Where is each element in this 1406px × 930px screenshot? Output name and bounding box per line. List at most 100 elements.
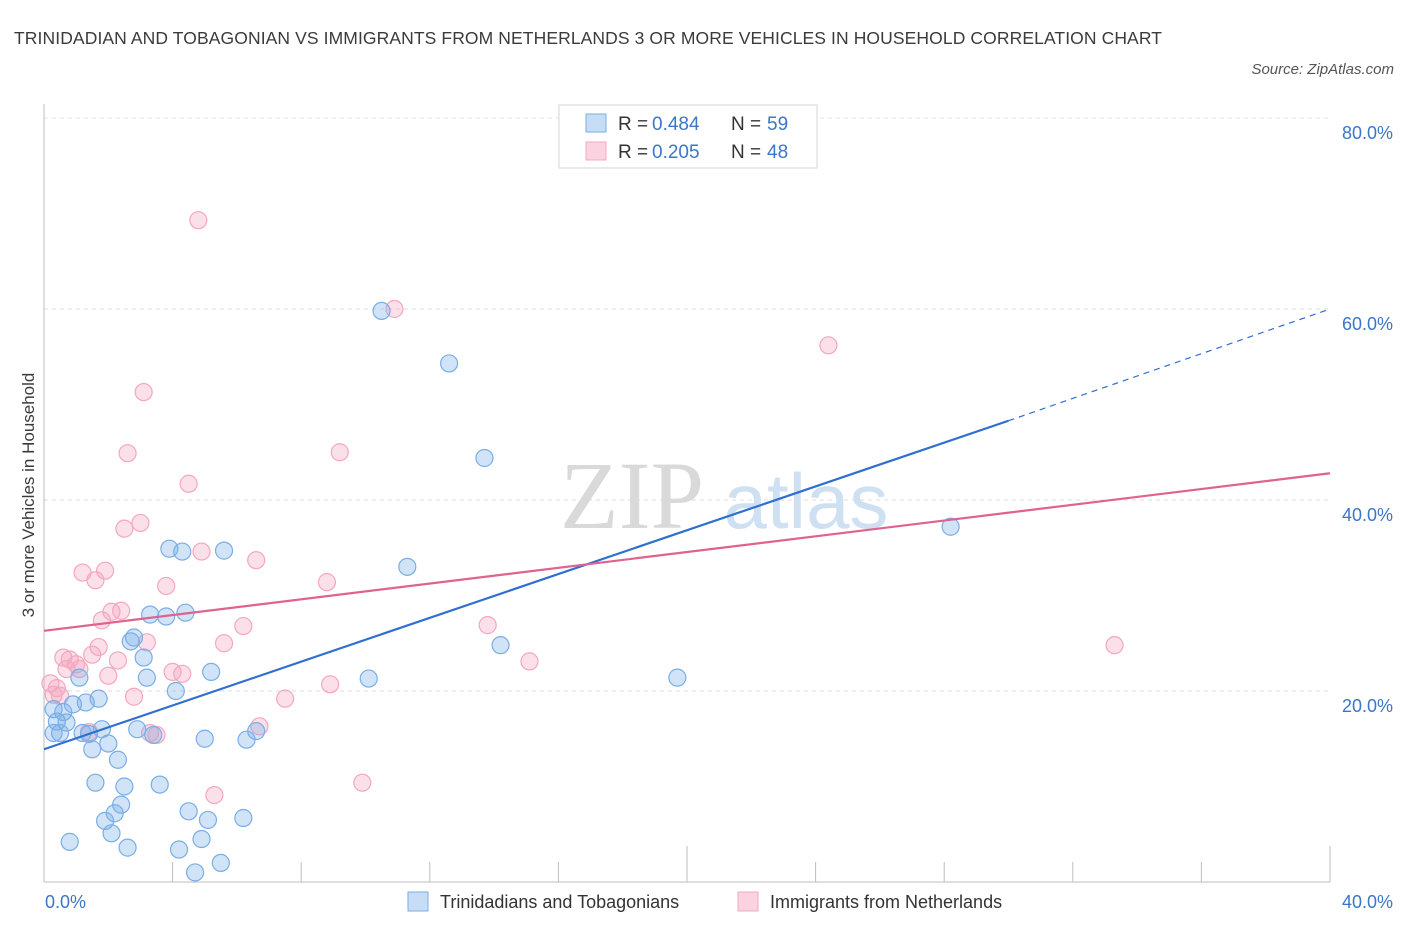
netherlands-point <box>112 601 131 620</box>
y-tick-label: 40.0% <box>1342 505 1393 525</box>
y-tick-label: 20.0% <box>1342 696 1393 716</box>
trinidadian-point <box>491 636 510 655</box>
trinidadian-point <box>112 795 131 814</box>
netherlands-point <box>189 211 208 230</box>
netherlands-point <box>214 634 234 653</box>
bottom-legend-swatch-pink <box>737 891 759 912</box>
y-tick-label: 60.0% <box>1342 314 1393 334</box>
trend-line-netherlands <box>43 472 1331 632</box>
trinidadian-point <box>439 354 459 373</box>
netherlands-point <box>89 637 108 657</box>
bottom-legend-label-pink: Immigrants from Netherlands <box>770 892 1002 912</box>
bottom-legend: Trinidadians and Tobagonians Immigrants … <box>407 891 1002 912</box>
y-tick-label: 80.0% <box>1342 123 1393 143</box>
trinidadian-point <box>359 669 378 688</box>
watermark-zip: ZIP <box>560 442 704 549</box>
legend-n-value-pink: 48 <box>767 142 788 163</box>
trinidadian-point <box>234 808 253 828</box>
top-legend: R = 0.484 N = 59 R = 0.205 N = 48 <box>558 104 818 169</box>
netherlands-point <box>353 773 372 792</box>
netherlands-point <box>118 444 137 463</box>
netherlands-point <box>57 659 76 679</box>
netherlands-point <box>321 675 340 694</box>
legend-n-label-blue: N = <box>731 114 761 135</box>
legend-n-label-pink: N = <box>731 142 761 163</box>
netherlands-point <box>173 664 192 683</box>
trinidadian-point <box>140 605 160 624</box>
netherlands-point <box>192 542 211 561</box>
legend-r-label-blue: R = <box>618 114 648 135</box>
trinidadian-point <box>115 777 134 796</box>
netherlands-point <box>131 513 150 533</box>
netherlands-point <box>115 519 134 538</box>
netherlands-point <box>205 785 224 805</box>
netherlands-point <box>108 651 128 670</box>
trinidadian-point <box>89 689 108 708</box>
trinidadian-point <box>150 775 169 794</box>
netherlands-point <box>124 687 144 706</box>
trinidadian-point <box>169 840 189 859</box>
trinidadian-point <box>99 734 118 753</box>
series-trinidadian-points <box>44 301 960 882</box>
trinidadian-point <box>195 729 214 748</box>
x-tick-label-min: 0.0% <box>45 892 86 912</box>
trinidadian-point <box>475 448 494 468</box>
netherlands-point <box>330 443 349 462</box>
trinidadian-point <box>173 542 192 561</box>
legend-r-value-blue: 0.484 <box>652 114 700 135</box>
x-tick-label-max: 40.0% <box>1342 892 1393 912</box>
netherlands-point <box>179 474 198 493</box>
legend-swatch-pink <box>585 141 607 161</box>
trinidadian-point <box>202 662 221 682</box>
netherlands-point <box>234 616 253 636</box>
trend-line-trinidadian <box>43 419 1009 751</box>
trinidadian-point <box>83 740 102 759</box>
trinidadian-point <box>70 668 89 687</box>
trend-line-trinidadian-extension <box>1008 308 1331 422</box>
legend-r-value-pink: 0.205 <box>652 142 700 163</box>
netherlands-point <box>157 576 176 596</box>
legend-swatch-blue <box>585 113 607 133</box>
trinidadian-point <box>144 725 163 745</box>
netherlands-point <box>86 571 105 590</box>
y-tick-labels: 20.0% 40.0% 60.0% 80.0% <box>1342 123 1393 716</box>
series-netherlands-points <box>41 211 1124 805</box>
trinidadian-point <box>941 517 960 536</box>
netherlands-point <box>95 561 115 580</box>
netherlands-point <box>102 602 121 621</box>
netherlands-point <box>478 616 497 635</box>
trinidadian-point <box>137 668 156 687</box>
trinidadian-point <box>60 832 79 851</box>
source-label: Source: ZipAtlas.com <box>1251 61 1394 78</box>
trinidadian-point <box>50 723 70 743</box>
trinidadian-point <box>57 713 76 732</box>
trend-lines <box>43 308 1331 751</box>
chart-title: TRINIDADIAN AND TOBAGONIAN VS IMMIGRANTS… <box>14 28 1163 48</box>
trinidadian-point <box>186 863 205 882</box>
netherlands-point <box>317 573 337 592</box>
netherlands-point <box>247 551 266 570</box>
y-axis-title: 3 or more Vehicles in Household <box>19 373 38 618</box>
trinidadian-point <box>102 824 121 843</box>
netherlands-point <box>99 666 118 685</box>
grid-lines <box>44 117 1330 692</box>
trinidadian-point <box>372 301 391 321</box>
trinidadian-point <box>134 648 153 667</box>
netherlands-point <box>134 382 153 402</box>
trinidadian-point <box>398 557 417 576</box>
trinidadian-point <box>124 628 144 647</box>
trinidadian-point <box>108 750 128 769</box>
trinidadian-point <box>198 810 218 830</box>
legend-r-label-pink: R = <box>618 142 648 163</box>
trinidadian-point <box>211 853 230 873</box>
trinidadian-point <box>247 722 266 741</box>
axes <box>43 104 1331 883</box>
netherlands-point <box>819 336 838 355</box>
trinidadian-point <box>128 720 147 739</box>
trinidadian-point <box>192 829 211 849</box>
trinidadian-point <box>214 541 234 560</box>
trinidadian-point <box>86 773 105 792</box>
trinidadian-point <box>54 702 73 722</box>
trinidadian-point <box>166 681 185 701</box>
